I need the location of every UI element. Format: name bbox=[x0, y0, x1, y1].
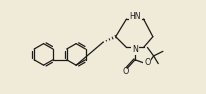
Text: N: N bbox=[132, 45, 138, 54]
Text: O: O bbox=[144, 58, 151, 67]
Text: HN: HN bbox=[129, 12, 141, 21]
Text: O: O bbox=[123, 67, 129, 76]
